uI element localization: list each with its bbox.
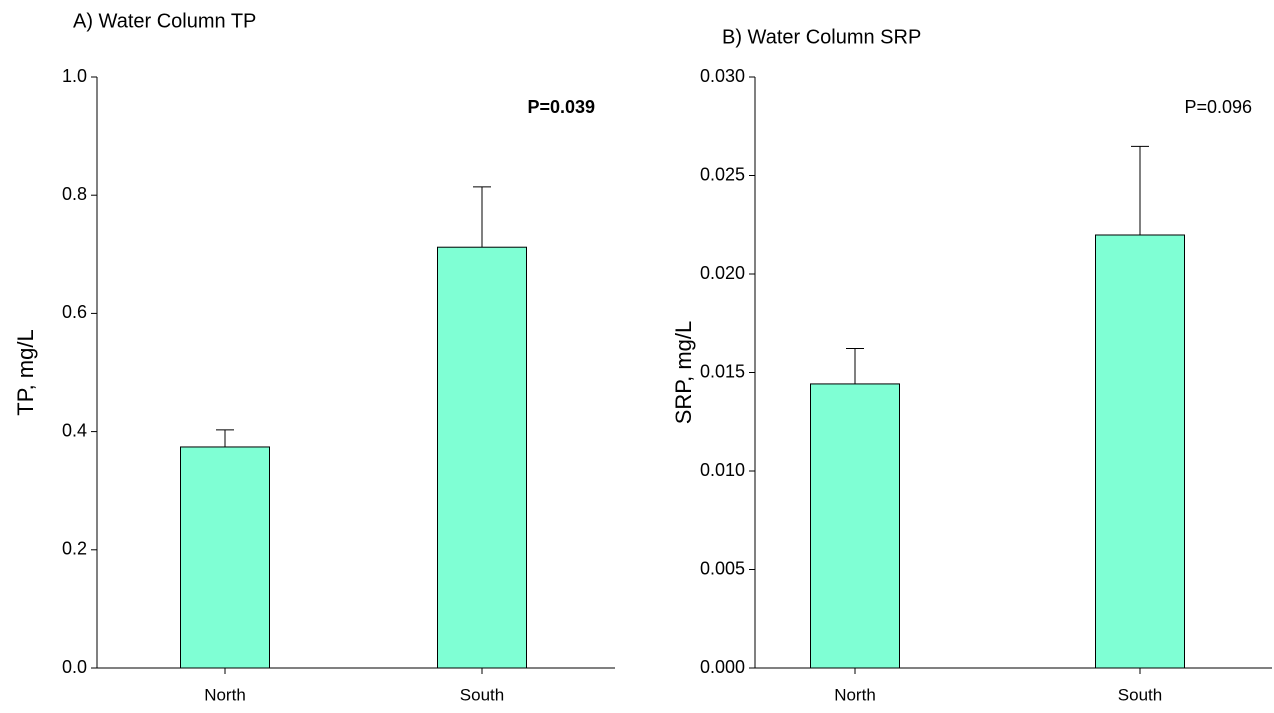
y-tick-label: 0.8 xyxy=(62,184,87,204)
x-tick-label: North xyxy=(834,685,876,704)
bar xyxy=(1095,234,1185,669)
y-tick-label: 0.2 xyxy=(62,539,87,559)
bar xyxy=(180,446,270,669)
annotation: P=0.039 xyxy=(527,97,595,117)
y-tick-label: 0.025 xyxy=(700,164,745,184)
y-axis-label: TP, mg/L xyxy=(13,329,38,415)
y-tick-label: 0.005 xyxy=(700,558,745,578)
y-tick-label: 0.6 xyxy=(62,302,87,322)
y-tick-label: 0.030 xyxy=(700,66,745,86)
y-tick-label: 1.0 xyxy=(62,66,87,86)
x-tick-label: South xyxy=(460,685,504,704)
x-tick-label: North xyxy=(204,685,246,704)
chart-title: A) Water Column TP xyxy=(73,10,256,32)
annotation: P=0.096 xyxy=(1184,97,1252,117)
y-tick-label: 0.000 xyxy=(700,657,745,677)
y-axis-label: SRP, mg/L xyxy=(671,321,696,425)
y-tick-label: 0.020 xyxy=(700,263,745,283)
y-tick-label: 0.015 xyxy=(700,361,745,381)
y-tick-label: 0.0 xyxy=(62,657,87,677)
y-tick-label: 0.010 xyxy=(700,460,745,480)
chart-title: B) Water Column SRP xyxy=(722,26,921,48)
bar xyxy=(810,383,900,669)
x-tick-label: South xyxy=(1118,685,1162,704)
y-tick-label: 0.4 xyxy=(62,420,87,440)
bar xyxy=(437,246,527,669)
